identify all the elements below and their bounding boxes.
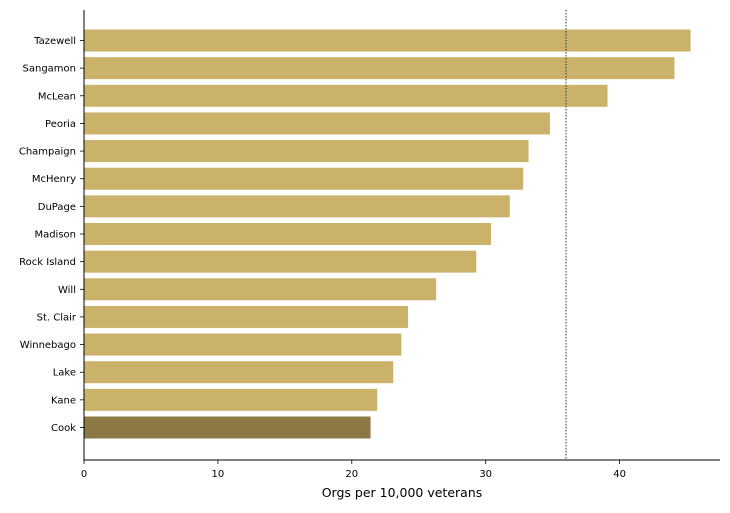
bar-cook bbox=[84, 416, 371, 439]
bar-st-clair bbox=[84, 305, 409, 328]
bars-group bbox=[84, 29, 691, 439]
bar-winnebago bbox=[84, 333, 402, 356]
x-tick-label: 30 bbox=[479, 469, 492, 480]
category-label: Cook bbox=[51, 423, 76, 434]
bar-peoria bbox=[84, 112, 550, 135]
category-label: DuPage bbox=[38, 202, 76, 213]
bar-madison bbox=[84, 223, 492, 245]
bar-mclean bbox=[84, 84, 608, 107]
x-axis-label: Orgs per 10,000 veterans bbox=[322, 485, 483, 500]
category-label: Will bbox=[58, 285, 76, 296]
bar-sangamon bbox=[84, 57, 675, 80]
category-label: Madison bbox=[34, 230, 76, 241]
category-label: Champaign bbox=[19, 147, 76, 158]
x-tick-label: 10 bbox=[212, 469, 225, 480]
x-tick-label: 0 bbox=[81, 469, 87, 480]
bar-rock-island bbox=[84, 250, 477, 273]
axes-group bbox=[83, 10, 720, 461]
bar-champaign bbox=[84, 140, 529, 163]
bar-mchenry bbox=[84, 167, 524, 190]
bar-dupage bbox=[84, 195, 510, 218]
x-ticks-group: 0 10 20 30 40 bbox=[81, 460, 626, 480]
bar-tazewell bbox=[84, 29, 691, 52]
category-label: McLean bbox=[38, 91, 76, 102]
x-tick-label: 40 bbox=[613, 469, 626, 480]
category-label: St. Clair bbox=[37, 312, 77, 323]
bar-lake bbox=[84, 361, 394, 384]
category-label: Tazewell bbox=[33, 36, 76, 47]
category-label: Winnebago bbox=[20, 340, 76, 351]
category-labels-group: Tazewell Sangamon McLean Peoria Champaign McH… bbox=[19, 36, 84, 434]
category-label: Peoria bbox=[45, 119, 76, 130]
category-label: Kane bbox=[51, 395, 76, 406]
x-tick-label: 20 bbox=[345, 469, 358, 480]
category-label: McHenry bbox=[32, 174, 76, 185]
bar-will bbox=[84, 278, 437, 301]
bar-kane bbox=[84, 388, 378, 411]
category-label: Rock Island bbox=[19, 257, 76, 268]
category-label: Lake bbox=[53, 368, 76, 379]
category-label: Sangamon bbox=[23, 64, 77, 75]
